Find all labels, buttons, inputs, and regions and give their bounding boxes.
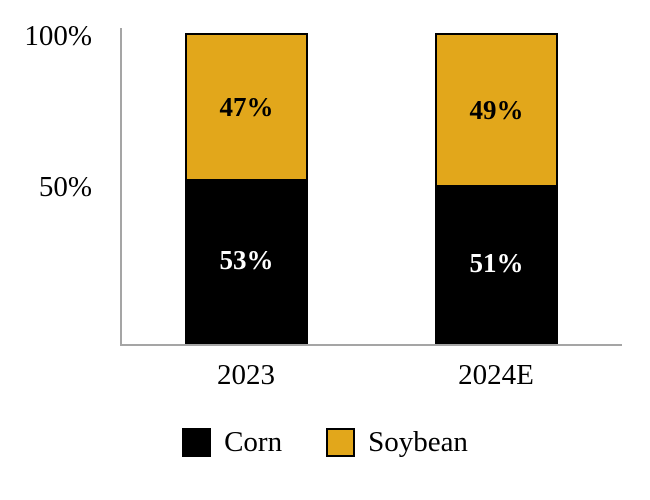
y-axis-line [120, 28, 122, 346]
bar-2023: 47% 53% [185, 33, 308, 344]
y-axis-tick-label-100: 100% [24, 20, 92, 52]
bar-2024e-segment-corn: 51% [437, 185, 556, 342]
legend-swatch-corn [182, 427, 212, 457]
legend-label-soybean: Soybean [368, 426, 468, 458]
bar-2024e: 49% 51% [435, 33, 558, 344]
legend-item-corn: Corn [182, 426, 282, 458]
legend: Corn Soybean [0, 426, 650, 458]
data-label-soybean-2023: 47% [219, 91, 274, 122]
bar-2023-segment-soybean: 47% [187, 35, 306, 180]
y-axis-tick-label-50: 50% [38, 171, 92, 203]
data-label-corn-2024e: 51% [469, 248, 524, 279]
bar-2024e-segment-soybean: 49% [437, 35, 556, 186]
legend-item-soybean: Soybean [326, 426, 468, 458]
data-label-soybean-2024e: 49% [469, 94, 524, 125]
legend-label-corn: Corn [224, 426, 283, 458]
bar-2023-segment-corn: 53% [187, 179, 306, 342]
data-label-corn-2023: 53% [219, 245, 274, 276]
legend-swatch-soybean [326, 427, 356, 457]
x-axis-line [120, 344, 622, 346]
x-axis-category-label-2024e: 2024E [458, 359, 534, 391]
x-axis-category-label-2023: 2023 [217, 359, 275, 391]
